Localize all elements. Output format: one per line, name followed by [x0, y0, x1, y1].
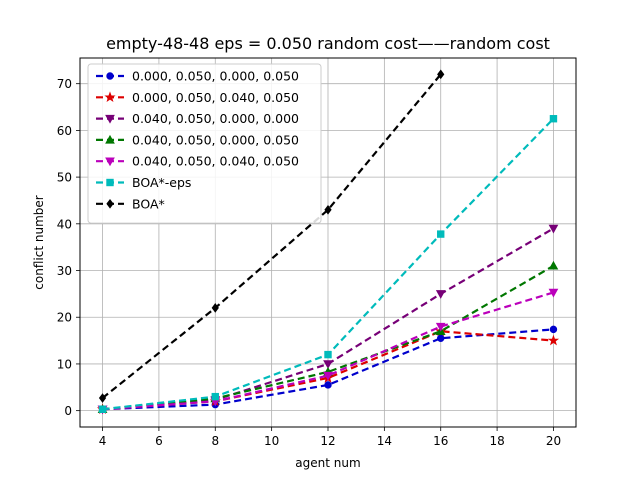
- y-tick-label: 0: [64, 404, 72, 418]
- ticks: 4 6 8 10 12 14 16 18 20 0 10 20 30 40 50 60 70: [57, 77, 561, 448]
- x-axis-label: agent num: [295, 456, 360, 470]
- data-point: [437, 230, 445, 238]
- data-point: [211, 392, 219, 401]
- data-point: [435, 322, 446, 332]
- data-point: [435, 290, 446, 299]
- data-point: [323, 371, 333, 381]
- legend-swatch-marker: [104, 91, 116, 103]
- series-layer: [96, 69, 560, 415]
- legend-label: 0.040, 0.050, 0.000, 0.050: [132, 132, 299, 147]
- x-tick-label: 20: [546, 434, 561, 448]
- data-point: [324, 350, 332, 359]
- legend-label: 0.000, 0.050, 0.040, 0.050: [132, 90, 299, 105]
- data-point: [547, 334, 560, 346]
- data-point: [98, 393, 107, 403]
- legend-label: 0.040, 0.050, 0.000, 0.000: [132, 111, 299, 126]
- series-5: [98, 115, 558, 413]
- y-tick-label: 50: [57, 171, 72, 185]
- y-tick-label: 20: [57, 311, 72, 325]
- data-point: [98, 405, 107, 413]
- y-tick-label: 60: [57, 124, 72, 138]
- data-point: [324, 381, 332, 389]
- y-tick-label: 30: [57, 264, 72, 278]
- legend-swatch-marker: [105, 157, 115, 167]
- x-tick-label: 12: [320, 434, 335, 448]
- y-tick-label: 10: [57, 357, 72, 371]
- legend-entry: 0.000, 0.050, 0.040, 0.050: [96, 90, 299, 105]
- data-point: [323, 360, 333, 369]
- data-point: [549, 115, 558, 123]
- y-tick-label: 40: [57, 217, 72, 231]
- legend-swatch-marker: [106, 72, 114, 80]
- series-6: [98, 69, 445, 403]
- legend-swatch-marker: [106, 198, 114, 209]
- x-tick-label: 16: [433, 434, 448, 448]
- data-point: [548, 260, 559, 270]
- y-axis-label: conflict number: [32, 195, 46, 289]
- legend-swatch-marker: [106, 178, 114, 187]
- legend-entry: 0.000, 0.050, 0.000, 0.050: [96, 69, 299, 84]
- data-point: [211, 303, 219, 313]
- data-point: [324, 204, 332, 215]
- y-tick-label: 70: [57, 77, 72, 91]
- series-line: [102, 330, 554, 411]
- legend: 0.000, 0.050, 0.000, 0.050 0.000, 0.050, …: [87, 63, 322, 224]
- legend-entry: 0.040, 0.050, 0.000, 0.050: [96, 132, 299, 147]
- x-tick-label: 18: [489, 434, 504, 448]
- legend-entry: 0.040, 0.050, 0.040, 0.050: [96, 154, 299, 169]
- legend-label: 0.040, 0.050, 0.040, 0.050: [132, 154, 299, 169]
- data-point: [437, 334, 445, 342]
- series-line: [102, 291, 554, 411]
- legend-label: BOA*: [132, 196, 165, 211]
- legend-entry: 0.040, 0.050, 0.000, 0.000: [96, 111, 299, 126]
- x-tick-label: 14: [377, 434, 392, 448]
- data-point: [548, 224, 559, 234]
- data-point: [548, 288, 559, 298]
- data-point: [437, 69, 445, 80]
- legend-label: BOA*-eps: [132, 175, 191, 190]
- legend-box: [87, 63, 322, 224]
- x-tick-label: 10: [264, 434, 279, 448]
- legend-label: 0.000, 0.050, 0.000, 0.050: [132, 69, 299, 84]
- legend-entry: BOA*-eps: [96, 175, 191, 190]
- x-tick-label: 4: [99, 434, 107, 448]
- chart-title: empty-48-48 eps = 0.050 random cost——ran…: [106, 34, 550, 53]
- legend-swatch-marker: [105, 134, 115, 144]
- legend-entry: BOA*: [96, 196, 165, 211]
- data-point: [549, 325, 558, 334]
- series-line: [101, 73, 442, 399]
- x-tick-label: 8: [211, 434, 219, 448]
- legend-swatch-marker: [105, 114, 115, 124]
- x-tick-label: 6: [155, 434, 163, 448]
